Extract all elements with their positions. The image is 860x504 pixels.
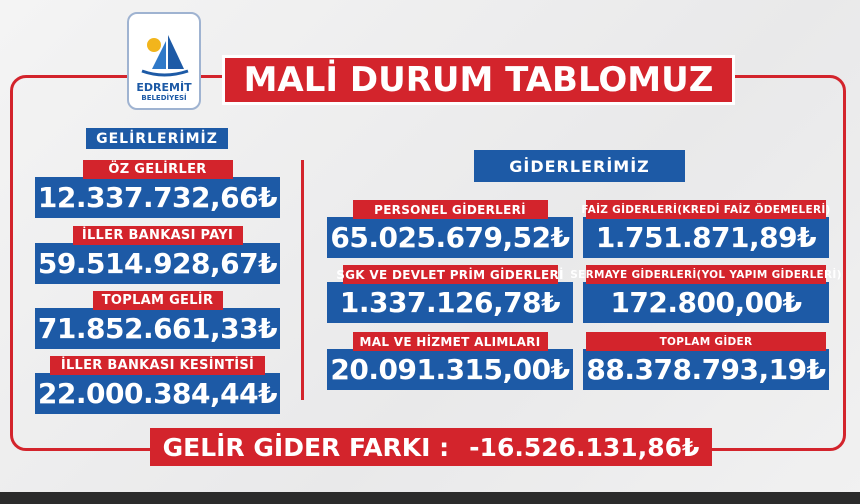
income-heading: GELİRLERİMİZ [86, 128, 228, 149]
amount-box: 20.091.315,00₺ [327, 349, 573, 390]
logo: EDREMİT BELEDİYESİ [127, 12, 201, 110]
amount-box: 71.852.661,33₺ [35, 308, 280, 349]
label-box: SERMAYE GİDERLERİ(YOL YAPIM GİDERLERİ) [570, 265, 841, 284]
amount-box: 12.337.732,66₺ [35, 177, 280, 218]
balance: GELİR GİDER FARKI : -16.526.131,86₺ [150, 428, 712, 466]
logo-icon [141, 35, 189, 77]
amount-box: 1.751.871,89₺ [583, 217, 829, 258]
amount-box: 1.337.126,78₺ [327, 282, 573, 323]
divider [301, 160, 304, 400]
label-box: PERSONEL GİDERLERİ [352, 200, 548, 219]
label-box: TOPLAM GELİR [92, 291, 223, 310]
label-box: İLLER BANKASI PAYI [72, 226, 243, 245]
amount-box: 88.378.793,19₺ [583, 349, 829, 390]
title: MALİ DURUM TABLOMUZ [222, 55, 735, 105]
label-box: SGK VE DEVLET PRİM GİDERLERİ [336, 265, 563, 284]
amount-box: 59.514.928,67₺ [35, 243, 280, 284]
label-box: FAİZ GİDERLERİ(KREDİ FAİZ ÖDEMELERİ) [581, 200, 830, 219]
balance-amount: -16.526.131,86₺ [469, 432, 700, 462]
balance-label: GELİR GİDER FARKI : [162, 432, 450, 462]
label-box: TOPLAM GİDER [586, 332, 826, 351]
label-box: MAL VE HİZMET ALIMLARI [352, 332, 548, 351]
label-box: İLLER BANKASI KESİNTİSİ [50, 356, 265, 375]
expenses-heading: GİDERLERİMİZ [474, 150, 685, 182]
amount-box: 22.000.384,44₺ [35, 373, 280, 414]
label-box: ÖZ GELİRLER [82, 160, 233, 179]
logo-name: EDREMİT [136, 81, 192, 94]
amount-box: 65.025.679,52₺ [327, 217, 573, 258]
amount-box: 172.800,00₺ [583, 282, 829, 323]
logo-sub: BELEDİYESİ [141, 94, 187, 102]
bottom-bar [0, 492, 860, 504]
